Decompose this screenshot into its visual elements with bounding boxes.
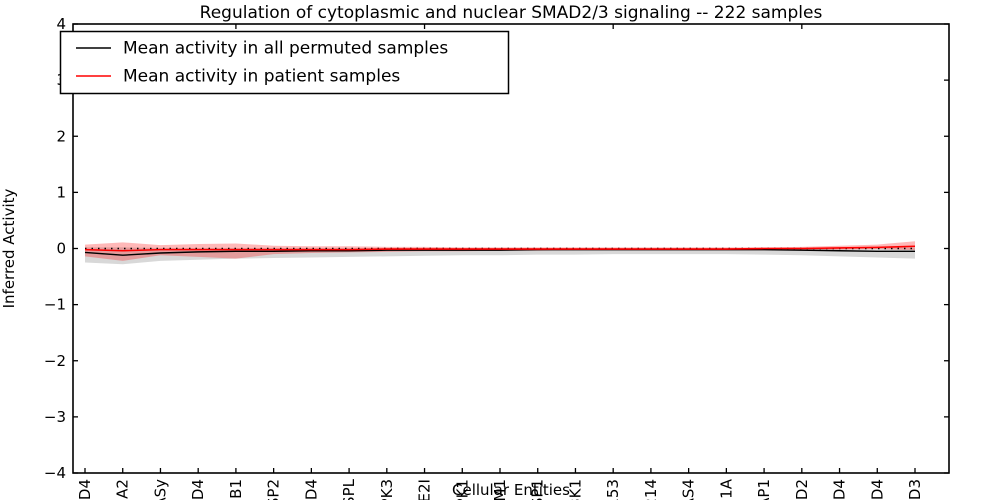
x-tick-label: PIAS4 — [680, 479, 698, 500]
x-tick-label: SMAD4/Ubc9/PIASy — [151, 479, 169, 500]
chart-title: Regulation of cytoplasmic and nuclear SM… — [200, 3, 823, 23]
x-tick-label: TRAP-1/SMAD4 — [189, 479, 207, 500]
mean-activity-in-patient-samples-line — [84, 245, 916, 252]
y-tick-label: 4 — [56, 15, 66, 33]
y-tick-label: 1 — [56, 183, 66, 201]
x-tick-label: TGFBRAP1 — [755, 479, 773, 500]
y-tick-label: −4 — [44, 464, 66, 482]
mean-activity-in-all-permuted-samples-line — [84, 248, 915, 256]
x-tick-label: NUP153 — [604, 479, 622, 500]
y-tick-label: 2 — [56, 127, 66, 145]
tick-labels: −4−3−2−101234SMAD2/SMAD2/SMAD4KPNA2SMAD4… — [44, 15, 924, 500]
y-axis-label: Inferred Activity — [0, 188, 18, 308]
x-tick-label: SMAD3/SMAD4 — [868, 479, 886, 500]
legend-label-permuted: Mean activity in all permuted samples — [123, 39, 448, 59]
legend: Mean activity in all permuted samples Me… — [59, 30, 510, 95]
patient-sample-range-band — [85, 241, 915, 261]
x-tick-label: KPNB1 — [227, 479, 245, 500]
x-tick-label: MAPK1 — [453, 479, 471, 500]
y-tick-label: −1 — [44, 296, 66, 314]
x-tick-label: SMAD2/SMAD2/SMAD4 — [76, 479, 94, 500]
y-tick-label: −3 — [44, 408, 66, 426]
x-tick-label: SMAD2/SMAD4 — [831, 479, 849, 500]
x-tick-label: SMAD3 — [906, 479, 924, 500]
legend-box — [59, 30, 510, 95]
x-tick-label: CTDSP2 — [265, 479, 283, 500]
x-axis-label: Cellular Entities — [452, 481, 570, 499]
x-tick-label: NUP214 — [642, 479, 660, 500]
y-tick-label: 0 — [56, 240, 66, 258]
x-tick-label: MAPK3 — [378, 479, 396, 500]
y-tick-label: −2 — [44, 352, 66, 370]
confidence-bands — [85, 241, 915, 265]
x-tick-label: SMAD2 — [793, 479, 811, 500]
x-tick-label: CALM1 — [491, 479, 509, 500]
x-tick-label: CTDSP1 — [529, 479, 547, 500]
x-tick-label: PPM1A — [717, 478, 735, 500]
legend-label-patient: Mean activity in patient samples — [123, 67, 400, 87]
x-tick-label: KPNA2 — [114, 479, 132, 500]
x-tick-label: UBE2I — [416, 479, 434, 500]
x-tick-label: CTDSPL — [340, 478, 358, 500]
x-tick-label: SMAD4 — [302, 479, 320, 500]
axes-frame-and-ticks — [72, 23, 950, 474]
series-lines — [84, 245, 916, 256]
x-tick-label: MAP3K1 — [566, 479, 584, 500]
